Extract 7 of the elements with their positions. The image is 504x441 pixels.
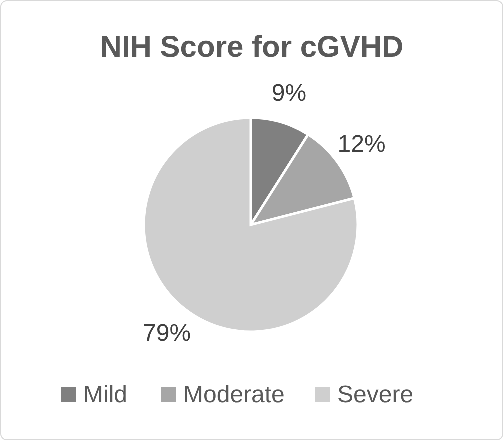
data-label: 9% xyxy=(272,80,307,107)
legend-label: Mild xyxy=(84,382,128,408)
legend-label: Severe xyxy=(338,382,414,408)
data-label: 12% xyxy=(338,130,386,158)
chart-title: NIH Score for cGVHD xyxy=(100,31,404,64)
legend-label: Moderate xyxy=(184,382,285,408)
data-label: 79% xyxy=(143,320,192,347)
